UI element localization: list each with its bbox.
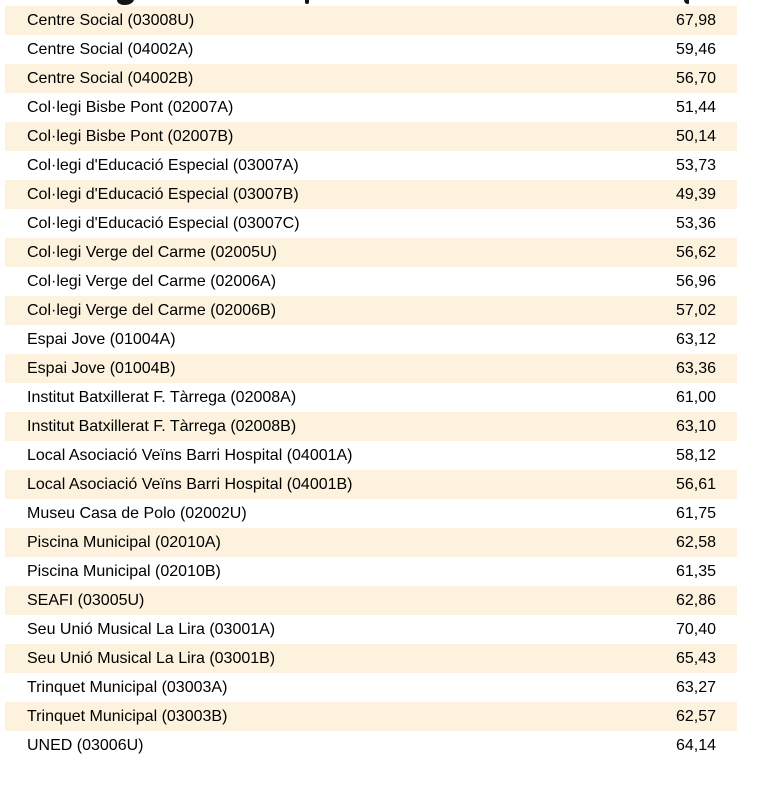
table-row: Trinquet Municipal (03003B) 62,57 — [5, 702, 737, 731]
table-row: Col·legi Bisbe Pont (02007A) 51,44 — [5, 93, 737, 122]
table-row: Local Asociació Veïns Barri Hospital (04… — [5, 441, 737, 470]
station-name: Centre Social (04002B) — [27, 70, 194, 87]
table-row: Institut Batxillerat F. Tàrrega (02008B)… — [5, 412, 737, 441]
station-name: Col·legi Bisbe Pont (02007A) — [27, 99, 234, 116]
turnout-value: 61,75 — [675, 505, 716, 522]
station-name: Col·legi Verge del Carme (02005U) — [27, 244, 277, 261]
turnout-value: 62,57 — [675, 708, 716, 725]
turnout-value: 65,43 — [675, 650, 716, 667]
turnout-value: 63,36 — [675, 360, 716, 377]
turnout-value: 56,62 — [675, 244, 716, 261]
table-row: Local Asociació Veïns Barri Hospital (04… — [5, 470, 737, 499]
turnout-value: 49,39 — [675, 186, 716, 203]
table-row: Espai Jove (01004B) 63,36 — [5, 354, 737, 383]
turnout-value: 70,40 — [675, 621, 716, 638]
station-name: Piscina Municipal (02010B) — [27, 563, 221, 580]
station-name: Col·legi Bisbe Pont (02007B) — [27, 128, 234, 145]
turnout-value: 62,86 — [675, 592, 716, 609]
turnout-value: 56,61 — [675, 476, 716, 493]
station-name: Seu Unió Musical La Lira (03001A) — [27, 621, 276, 638]
table-row: Centre Social (03008U) 67,98 — [5, 6, 737, 35]
station-name: Local Asociació Veïns Barri Hospital (04… — [27, 476, 353, 493]
station-name: Espai Jove (01004A) — [27, 331, 176, 348]
clipped-glyph-descender — [684, 0, 689, 4]
table-row: Col·legi Verge del Carme (02006B) 57,02 — [5, 296, 737, 325]
table-row: Col·legi Bisbe Pont (02007B) 50,14 — [5, 122, 737, 151]
turnout-value: 58,12 — [675, 447, 716, 464]
turnout-value: 67,98 — [675, 12, 716, 29]
station-name: Col·legi Verge del Carme (02006A) — [27, 273, 277, 290]
clipped-row-fragment — [5, 0, 737, 6]
station-name: Piscina Municipal (02010A) — [27, 534, 221, 551]
station-name: SEAFI (03005U) — [27, 592, 145, 609]
station-name: Col·legi d'Educació Especial (03007C) — [27, 215, 300, 232]
table-row: Seu Unió Musical La Lira (03001A) 70,40 — [5, 615, 737, 644]
station-name: Espai Jove (01004B) — [27, 360, 176, 377]
station-name: Institut Batxillerat F. Tàrrega (02008B) — [27, 418, 297, 435]
station-name: Trinquet Municipal (03003A) — [27, 679, 228, 696]
station-name: Trinquet Municipal (03003B) — [27, 708, 228, 725]
turnout-value: 53,73 — [675, 157, 716, 174]
turnout-value: 59,46 — [675, 41, 716, 58]
turnout-value: 63,12 — [675, 331, 716, 348]
table-row: Espai Jove (01004A) 63,12 — [5, 325, 737, 354]
turnout-value: 56,96 — [675, 273, 716, 290]
clipped-glyph-descender — [305, 0, 309, 4]
table-row: Piscina Municipal (02010B) 61,35 — [5, 557, 737, 586]
turnout-value: 56,70 — [675, 70, 716, 87]
table-row: Col·legi d'Educació Especial (03007B) 49… — [5, 180, 737, 209]
table-row: Col·legi Verge del Carme (02006A) 56,96 — [5, 267, 737, 296]
table-row: SEAFI (03005U) 62,86 — [5, 586, 737, 615]
polling-stations-table: Centre Social (03008U) 67,98 Centre Soci… — [5, 0, 737, 760]
station-name: Museu Casa de Polo (02002U) — [27, 505, 247, 522]
turnout-value: 53,36 — [675, 215, 716, 232]
table-row: Col·legi d'Educació Especial (03007C) 53… — [5, 209, 737, 238]
table-row: Piscina Municipal (02010A) 62,58 — [5, 528, 737, 557]
table-row: Centre Social (04002A) 59,46 — [5, 35, 737, 64]
table-row: UNED (03006U) 64,14 — [5, 731, 737, 760]
station-name: Col·legi d'Educació Especial (03007A) — [27, 157, 299, 174]
turnout-value: 61,00 — [675, 389, 716, 406]
table-row: Col·legi d'Educació Especial (03007A) 53… — [5, 151, 737, 180]
turnout-value: 63,10 — [675, 418, 716, 435]
table-row: Centre Social (04002B) 56,70 — [5, 64, 737, 93]
turnout-value: 64,14 — [675, 737, 716, 754]
turnout-value: 62,58 — [675, 534, 716, 551]
station-name: Col·legi d'Educació Especial (03007B) — [27, 186, 299, 203]
turnout-value: 63,27 — [675, 679, 716, 696]
station-name: Centre Social (04002A) — [27, 41, 194, 58]
table-body: Centre Social (03008U) 67,98 Centre Soci… — [5, 6, 737, 760]
station-name: UNED (03006U) — [27, 737, 144, 754]
turnout-value: 51,44 — [675, 99, 716, 116]
station-name: Centre Social (03008U) — [27, 12, 195, 29]
table-row: Museu Casa de Polo (02002U) 61,75 — [5, 499, 737, 528]
turnout-value: 57,02 — [675, 302, 716, 319]
table-row: Institut Batxillerat F. Tàrrega (02008A)… — [5, 383, 737, 412]
station-name: Seu Unió Musical La Lira (03001B) — [27, 650, 276, 667]
station-name: Col·legi Verge del Carme (02006B) — [27, 302, 277, 319]
table-row: Col·legi Verge del Carme (02005U) 56,62 — [5, 238, 737, 267]
station-name: Local Asociació Veïns Barri Hospital (04… — [27, 447, 353, 464]
table-row: Seu Unió Musical La Lira (03001B) 65,43 — [5, 644, 737, 673]
clipped-glyph-descender — [117, 0, 134, 5]
station-name: Institut Batxillerat F. Tàrrega (02008A) — [27, 389, 297, 406]
turnout-value: 61,35 — [675, 563, 716, 580]
turnout-value: 50,14 — [675, 128, 716, 145]
table-row: Trinquet Municipal (03003A) 63,27 — [5, 673, 737, 702]
